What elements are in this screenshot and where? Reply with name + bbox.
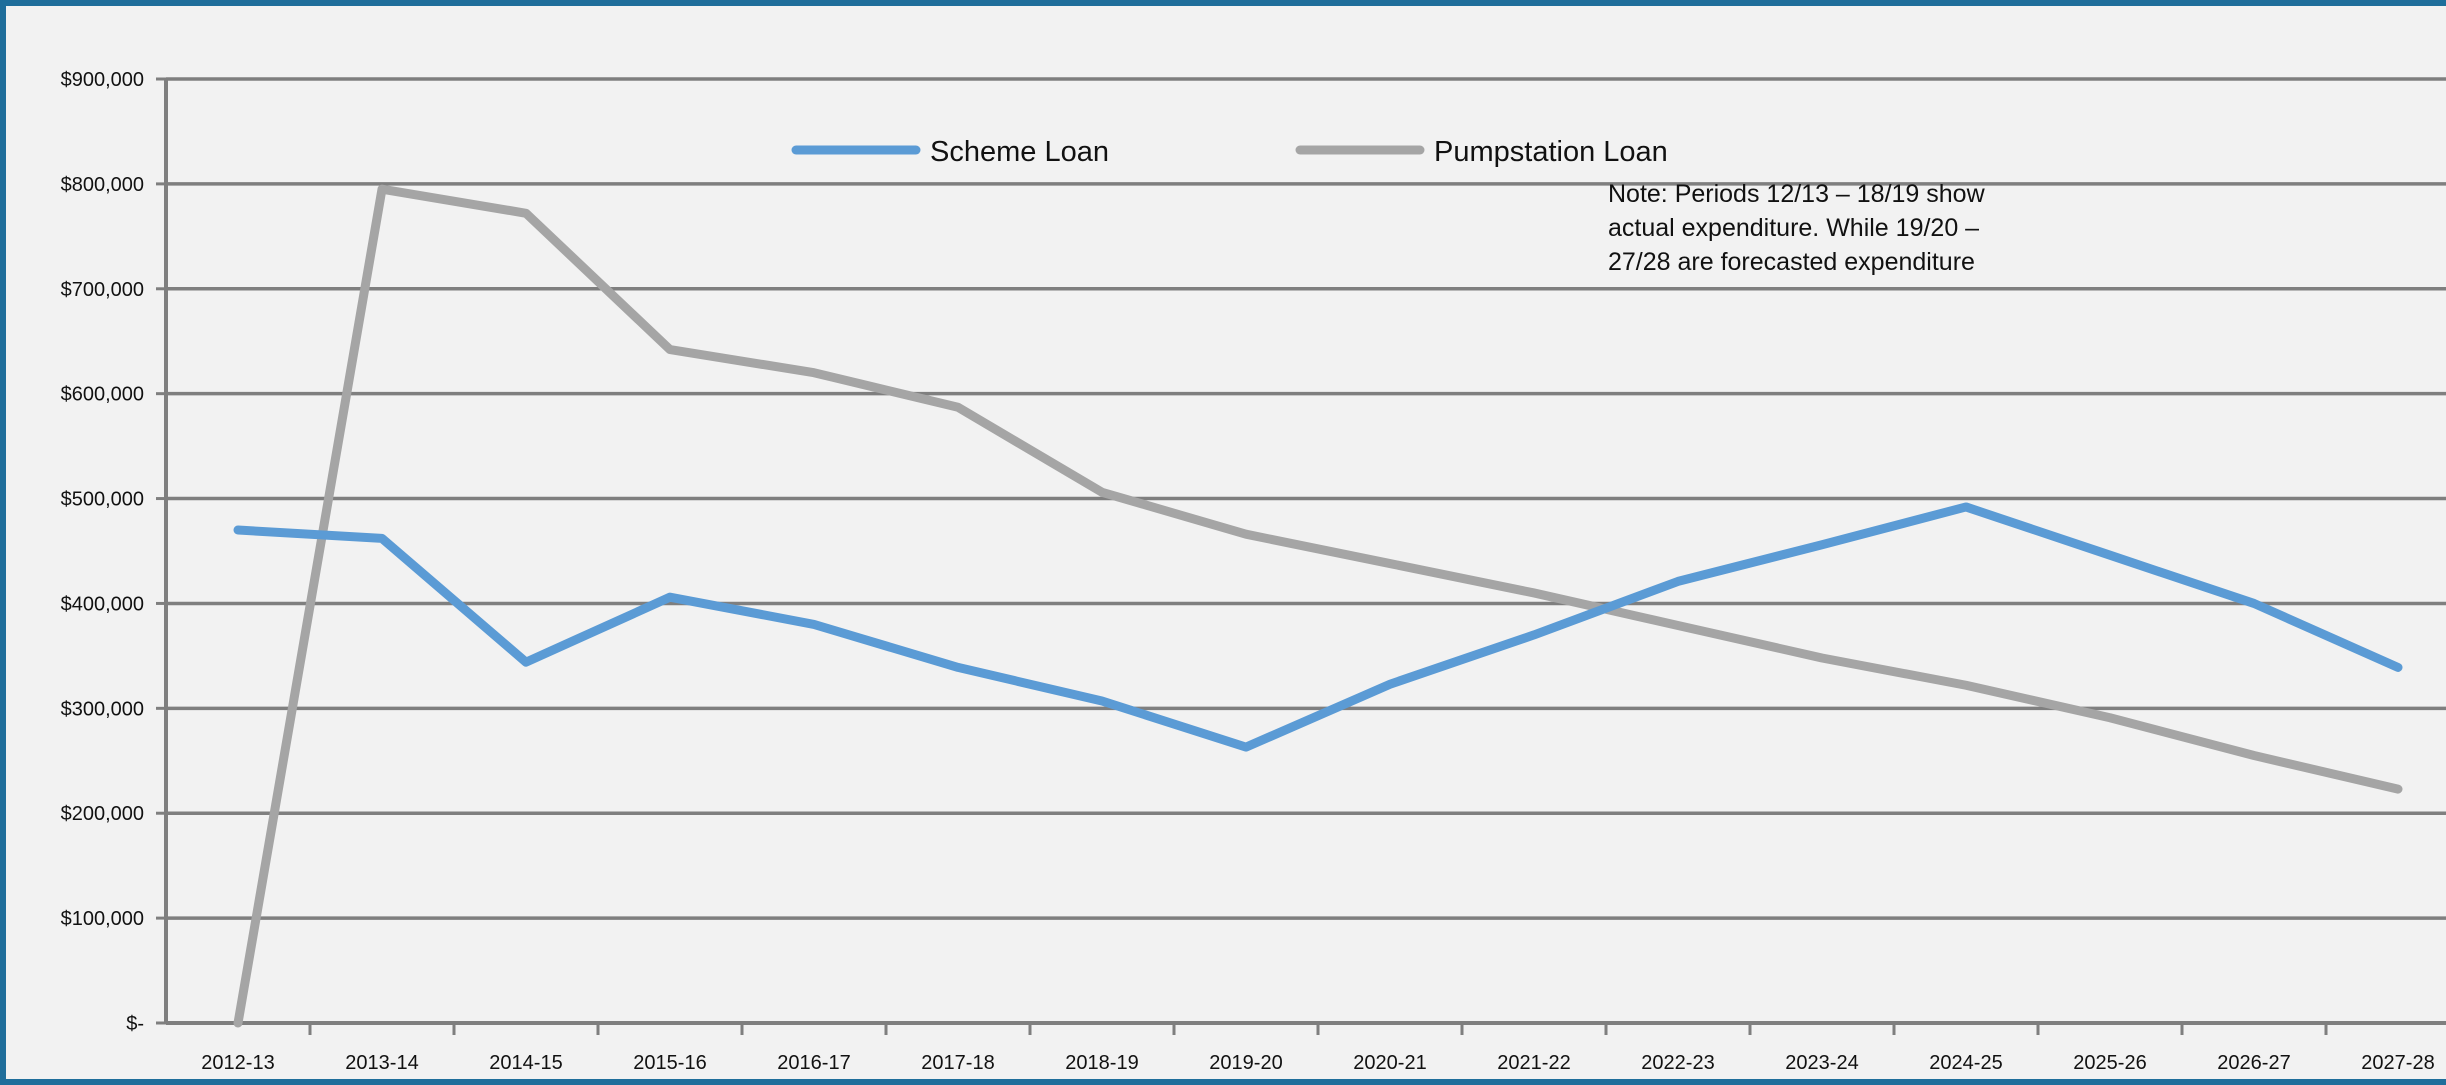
y-tick-label: $300,000 <box>61 698 144 720</box>
x-tick-label: 2012-13 <box>201 1052 274 1074</box>
x-tick-label: 2026-27 <box>2217 1052 2290 1074</box>
note-line-3: 27/28 are forecasted expenditure <box>1608 248 1975 276</box>
y-tick-label: $- <box>126 1013 144 1035</box>
x-tick-labels: 2012-13 2013-14 2014-15 2015-16 2016-17 2017-… <box>201 1052 2434 1074</box>
x-tick-label: 2022-23 <box>1641 1052 1714 1074</box>
y-tick-label: $100,000 <box>61 908 144 930</box>
x-tick-label: 2018-19 <box>1065 1052 1138 1074</box>
y-tick-label: $700,000 <box>61 279 144 301</box>
series-line-scheme-loan <box>233 502 2403 752</box>
y-tick-labels: $- $100,000 $200,000 $300,000 $400,000 $500,0… <box>61 69 144 1035</box>
x-tick-label: 2016-17 <box>777 1052 850 1074</box>
y-tick-label: $500,000 <box>61 489 144 511</box>
y-tick-label: $600,000 <box>61 384 144 406</box>
x-tick-label: 2023-24 <box>1785 1052 1858 1074</box>
x-tick-label: 2019-20 <box>1209 1052 1282 1074</box>
line-chart: $- $100,000 $200,000 $300,000 $400,000 $500,0… <box>61 69 2446 1074</box>
y-tick-label: $900,000 <box>61 69 144 91</box>
x-tick-label: 2025-26 <box>2073 1052 2146 1074</box>
x-tick-label: 2021-22 <box>1497 1052 1570 1074</box>
y-tick-label: $800,000 <box>61 174 144 196</box>
y-tick-label: $200,000 <box>61 803 144 825</box>
note-line-2: actual expenditure. While 19/20 – <box>1608 214 1979 242</box>
gridlines <box>166 77 2446 920</box>
axes <box>156 77 2446 1035</box>
note-line-1: Note: Periods 12/13 – 18/19 show <box>1608 180 1986 208</box>
x-tick-label: 2027-28 <box>2361 1052 2434 1074</box>
series-line-pumpstation-loan <box>233 184 2403 1028</box>
x-tick-label: 2014-15 <box>489 1052 562 1074</box>
x-tick-label: 2020-21 <box>1353 1052 1426 1074</box>
series-lines <box>233 184 2403 1028</box>
legend: Scheme Loan Pumpstation Loan <box>791 136 1668 168</box>
legend-label-scheme-loan: Scheme Loan <box>930 136 1109 168</box>
annotation-note: Note: Periods 12/13 – 18/19 show actual … <box>1608 180 1986 276</box>
x-tick-label: 2017-18 <box>921 1052 994 1074</box>
x-tick-label: 2013-14 <box>345 1052 418 1074</box>
x-tick-label: 2024-25 <box>1929 1052 2002 1074</box>
y-tick-label: $400,000 <box>61 593 144 615</box>
legend-label-pumpstation-loan: Pumpstation Loan <box>1434 136 1668 168</box>
x-tick-label: 2015-16 <box>633 1052 706 1074</box>
